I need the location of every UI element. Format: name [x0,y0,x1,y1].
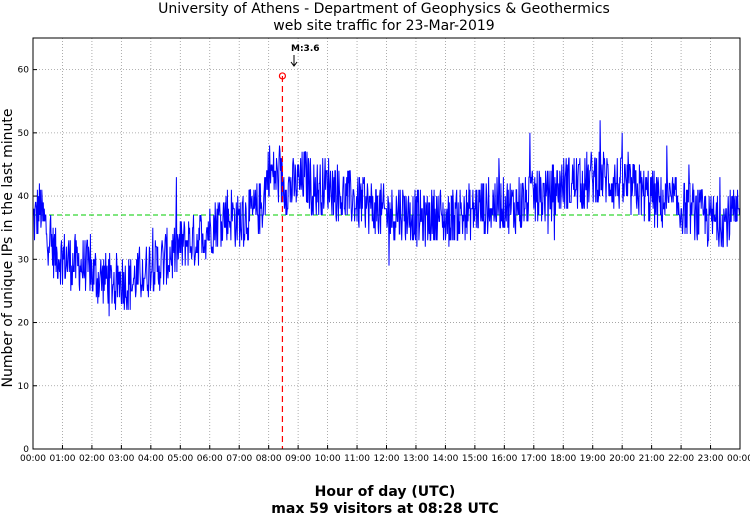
y-tick-label: 60 [18,66,30,76]
y-axis-label: Number of unique IPs in the last minute [0,109,16,388]
y-tick-label: 20 [18,319,30,329]
x-tick-label: 07:00 [226,454,252,464]
x-tick-label: 23:00 [698,454,724,464]
x-tick-label: 05:00 [167,454,193,464]
x-tick-label: 17:00 [521,454,547,464]
y-tick-label: 0 [23,445,29,455]
annotation-label: M:3.6 [291,44,320,54]
y-tick-label: 10 [18,382,30,392]
x-tick-label: 09:00 [285,454,311,464]
x-tick-label: 01:00 [49,454,75,464]
x-tick-label: 16:00 [491,454,517,464]
x-tick-label: 06:00 [197,454,223,464]
x-tick-label: 18:00 [550,454,576,464]
y-axis-ticks: 0 10 20 30 40 50 60 [18,66,37,455]
chart-subtitle: web site traffic for 23-Mar-2019 [273,18,494,34]
x-tick-label: 21:00 [639,454,665,464]
x-tick-label: 20:00 [609,454,635,464]
chart-title: University of Athens - Department of Geo… [158,1,610,17]
y-tick-label: 50 [18,129,30,139]
series-line [33,120,740,317]
x-tick-label: 04:00 [138,454,164,464]
annotation-arrow-icon [290,55,298,67]
x-tick-label: 02:00 [79,454,105,464]
y-tick-label: 30 [18,255,30,265]
x-tick-label: 11:00 [344,454,370,464]
x-tick-label: 08:00 [256,454,282,464]
x-tick-label: 14:00 [432,454,458,464]
x-axis-label: Hour of day (UTC) [315,484,456,500]
x-tick-label: 22:00 [668,454,694,464]
footer-note: max 59 visitors at 08:28 UTC [271,501,498,515]
x-tick-label: 19:00 [580,454,606,464]
x-tick-label: 00:00 [727,454,750,464]
x-tick-label: 10:00 [315,454,341,464]
x-tick-label: 00:00 [20,454,46,464]
plot-frame [32,37,741,450]
grid [33,38,740,449]
x-tick-label: 15:00 [462,454,488,464]
x-tick-label: 12:00 [374,454,400,464]
x-tick-label: 13:00 [403,454,429,464]
max-marker-dot [278,72,287,80]
x-axis-ticks: 00:00 01:00 02:00 03:00 04:00 05:00 06:00 07:00… [20,445,750,464]
x-tick-label: 03:00 [108,454,134,464]
y-tick-label: 40 [18,192,30,202]
